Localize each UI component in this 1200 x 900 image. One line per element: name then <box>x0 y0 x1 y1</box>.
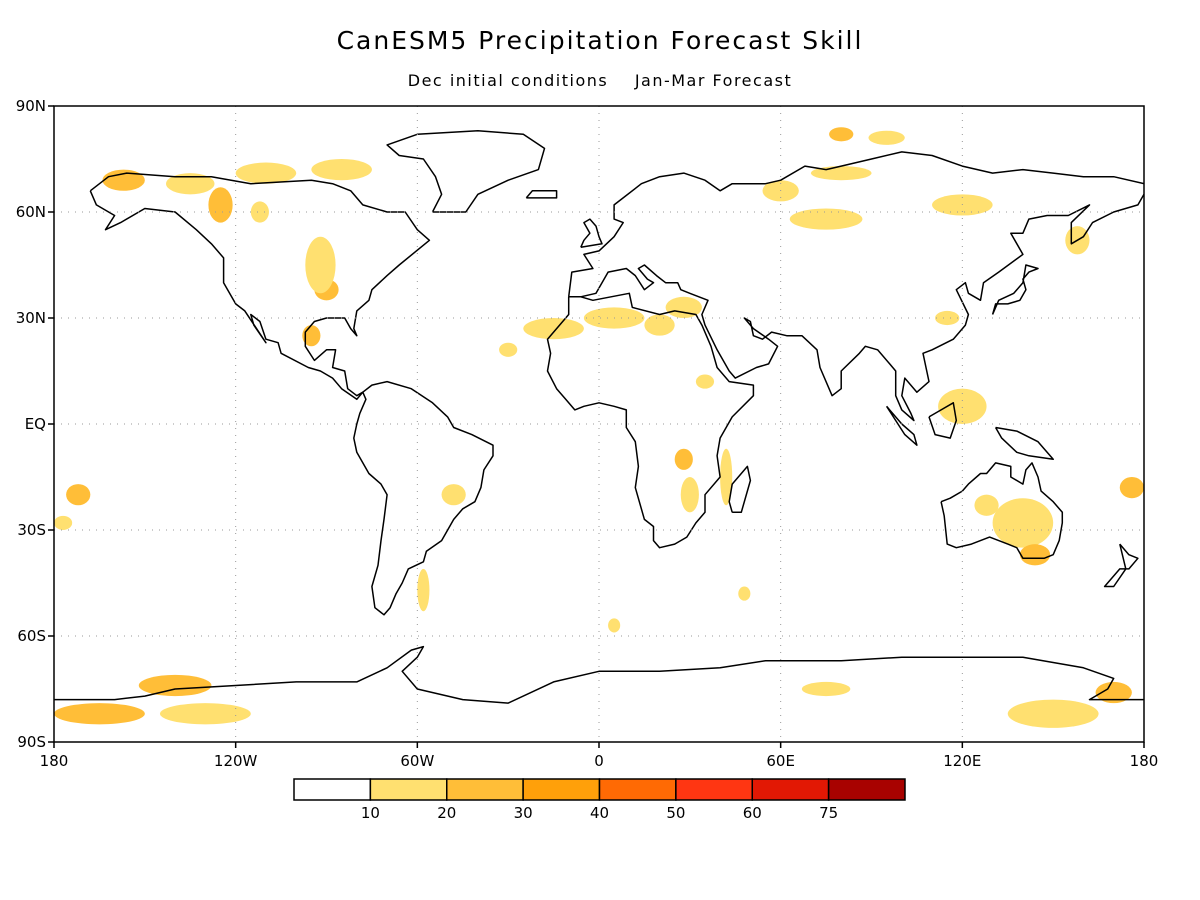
skill-patch <box>674 448 693 470</box>
gridlines <box>54 106 1144 742</box>
skill-patch <box>441 484 466 506</box>
skill-patch <box>695 374 715 389</box>
skill-patch <box>738 586 751 601</box>
skill-patch <box>665 296 702 318</box>
lon-label: 0 <box>594 752 604 770</box>
skill-patch <box>1119 477 1144 499</box>
lat-label: EQ <box>25 415 46 433</box>
coastline <box>885 405 918 446</box>
skill-fill-layer <box>54 127 1144 728</box>
skill-patch <box>523 318 584 340</box>
colorbar-label: 75 <box>819 804 838 822</box>
lon-label: 120E <box>943 752 981 770</box>
skill-patch <box>680 477 699 513</box>
skill-patch <box>417 568 430 612</box>
lat-label: 60S <box>17 627 46 645</box>
colorbar-label: 10 <box>361 804 380 822</box>
coastline <box>54 645 1144 704</box>
colorbar-swatch <box>446 778 524 801</box>
skill-patch <box>66 484 91 506</box>
coastline <box>546 292 755 549</box>
skill-patch <box>1019 544 1051 566</box>
coastline <box>89 172 431 401</box>
skill-patch <box>159 703 251 725</box>
skill-patch <box>974 494 999 516</box>
skill-patch <box>305 236 336 294</box>
coastline <box>928 402 958 439</box>
skill-patch <box>720 448 733 506</box>
lon-label: 60W <box>400 752 434 770</box>
coastline <box>728 465 752 514</box>
colorbar-swatch <box>751 778 830 801</box>
coastline-layer <box>54 129 1144 704</box>
colorbar-swatch <box>827 778 906 801</box>
skill-patch <box>235 162 297 184</box>
initial-conditions-label: Dec initial conditions <box>407 71 609 90</box>
forecast-period-label: Jan-Mar Forecast <box>634 71 793 90</box>
coastline <box>580 218 603 249</box>
skill-patch <box>1095 681 1132 704</box>
coastline <box>991 264 1039 315</box>
colorbar-label: 30 <box>514 804 533 822</box>
colorbar-label: 40 <box>590 804 609 822</box>
colorbar-swatch <box>598 778 677 801</box>
colorbar-swatch <box>675 778 753 801</box>
skill-patch <box>789 208 863 230</box>
lon-label: 60E <box>766 752 795 770</box>
skill-patch <box>54 703 145 725</box>
skill-patch <box>801 681 851 697</box>
skill-patch <box>868 130 905 145</box>
colorbar-swatch <box>293 778 372 801</box>
coastline <box>1103 543 1139 588</box>
colorbar: 10 20 30 40 50 60 75 <box>293 778 906 822</box>
chart-subtitle: Dec initial conditions Jan-Mar Forecast <box>0 71 1200 90</box>
skill-patch <box>250 201 269 223</box>
lat-label: 30S <box>17 521 46 539</box>
skill-patch <box>992 498 1054 548</box>
lat-label: 90N <box>16 97 46 115</box>
lat-label: 60N <box>16 203 46 221</box>
coastline <box>940 462 1064 560</box>
skill-patch <box>166 173 215 195</box>
skill-patch <box>1007 699 1099 728</box>
skill-patch <box>499 342 518 357</box>
lon-label: 180 <box>40 752 69 770</box>
colorbar-swatch <box>522 778 601 801</box>
coastline <box>525 190 558 199</box>
coastline <box>994 426 1054 461</box>
skill-patch <box>138 674 212 697</box>
colorbar-label: 20 <box>437 804 456 822</box>
coastline <box>580 193 1144 422</box>
coastline <box>567 151 1144 297</box>
coastline <box>386 129 546 213</box>
colorbar-swatch <box>369 778 448 801</box>
colorbar-label: 50 <box>666 804 685 822</box>
skill-patch <box>54 515 73 531</box>
coastline <box>353 380 494 616</box>
colorbar-label: 60 <box>743 804 762 822</box>
skill-patch <box>208 187 233 223</box>
skill-patch <box>829 127 854 142</box>
skill-patch <box>311 159 372 181</box>
lat-label: 90S <box>17 733 46 751</box>
skill-patch <box>938 388 987 425</box>
skill-patch <box>644 314 675 336</box>
lon-label: 120W <box>214 752 258 770</box>
lat-label: 30N <box>16 309 46 327</box>
skill-patch <box>935 310 960 326</box>
skill-patch <box>102 169 145 191</box>
lon-label: 180 <box>1130 752 1159 770</box>
skill-patch <box>608 618 621 633</box>
chart-title: CanESM5 Precipitation Forecast Skill <box>336 26 864 55</box>
